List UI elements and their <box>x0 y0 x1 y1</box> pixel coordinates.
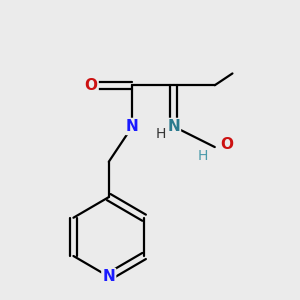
Text: O: O <box>85 78 98 93</box>
Text: O: O <box>221 136 234 152</box>
Text: N: N <box>102 269 115 284</box>
Text: N: N <box>167 119 180 134</box>
Text: H: H <box>198 149 208 163</box>
Text: N: N <box>126 119 139 134</box>
Text: H: H <box>156 127 166 141</box>
